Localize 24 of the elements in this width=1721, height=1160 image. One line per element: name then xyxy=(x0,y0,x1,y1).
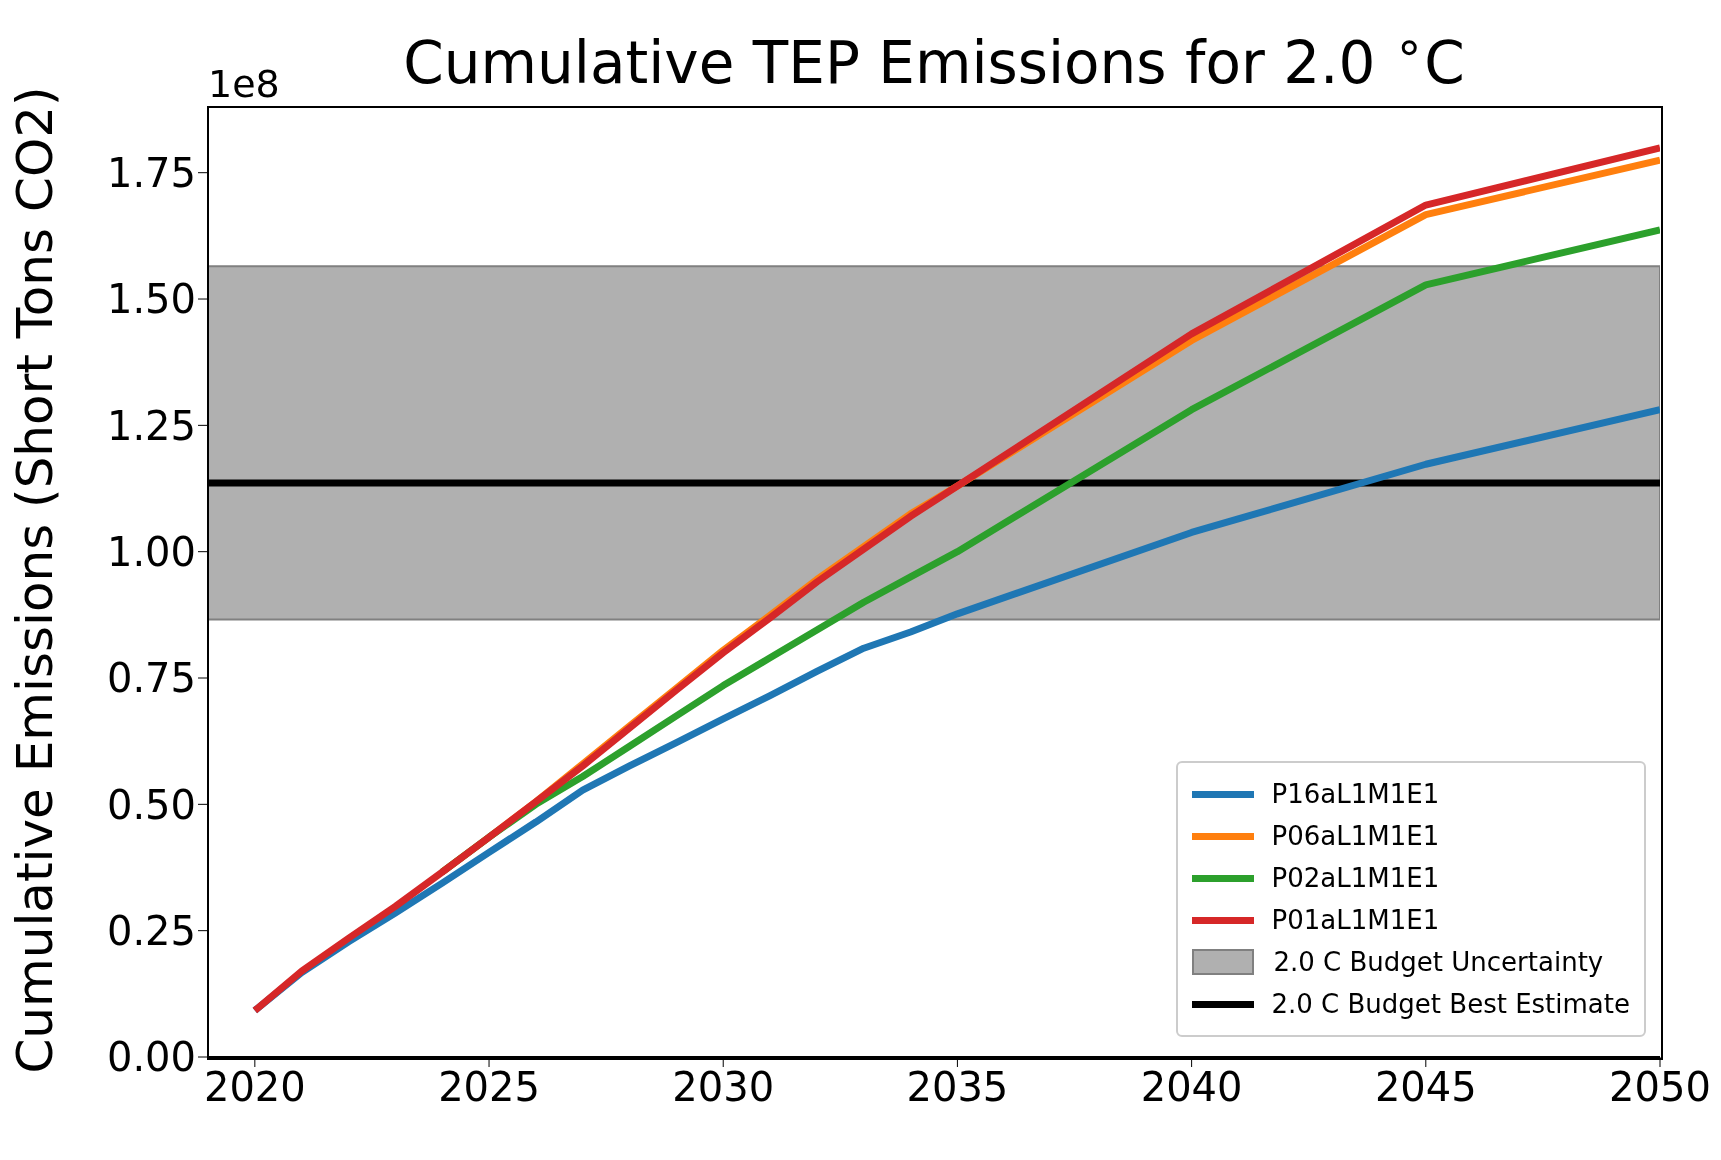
x-tick-label: 2035 xyxy=(906,1064,1009,1111)
text: 1e8 xyxy=(208,62,280,106)
y-tick-label: 1.75 xyxy=(106,149,196,196)
x-tick-label: 2050 xyxy=(1609,1064,1711,1111)
y-axis-title: Cumulative Emissions (Short Tons CO2) xyxy=(6,86,65,1074)
y-tick-label: 1.25 xyxy=(106,402,196,449)
x-tick-label: 2025 xyxy=(438,1064,540,1111)
y-tick-label: 0.00 xyxy=(106,1034,196,1081)
x-tick-label: 2020 xyxy=(203,1064,306,1111)
legend-label: P01aL1M1E1 xyxy=(1271,905,1440,935)
y-tick-label: 0.75 xyxy=(106,655,196,702)
legend-label: P16aL1M1E1 xyxy=(1271,779,1440,809)
x-tick-label: 2030 xyxy=(672,1064,775,1111)
chart-title: Cumulative TEP Emissions for 2.0 $^{∘}$C xyxy=(403,18,1465,98)
legend-label: 2.0 C Budget Best Estimate xyxy=(1271,989,1630,1019)
x-tick-label: 2045 xyxy=(1374,1064,1477,1111)
y-tick-label: 1.00 xyxy=(106,528,196,575)
x-tick-label: 2040 xyxy=(1140,1064,1243,1111)
legend-label: 2.0 C Budget Uncertainty xyxy=(1273,947,1604,977)
legend-label: P06aL1M1E1 xyxy=(1271,821,1440,851)
y-tick-label: 0.50 xyxy=(106,781,196,828)
y-tick-label: 0.25 xyxy=(106,907,196,954)
y-tick-label: 1.50 xyxy=(106,276,196,323)
legend-label: P02aL1M1E1 xyxy=(1271,863,1440,893)
